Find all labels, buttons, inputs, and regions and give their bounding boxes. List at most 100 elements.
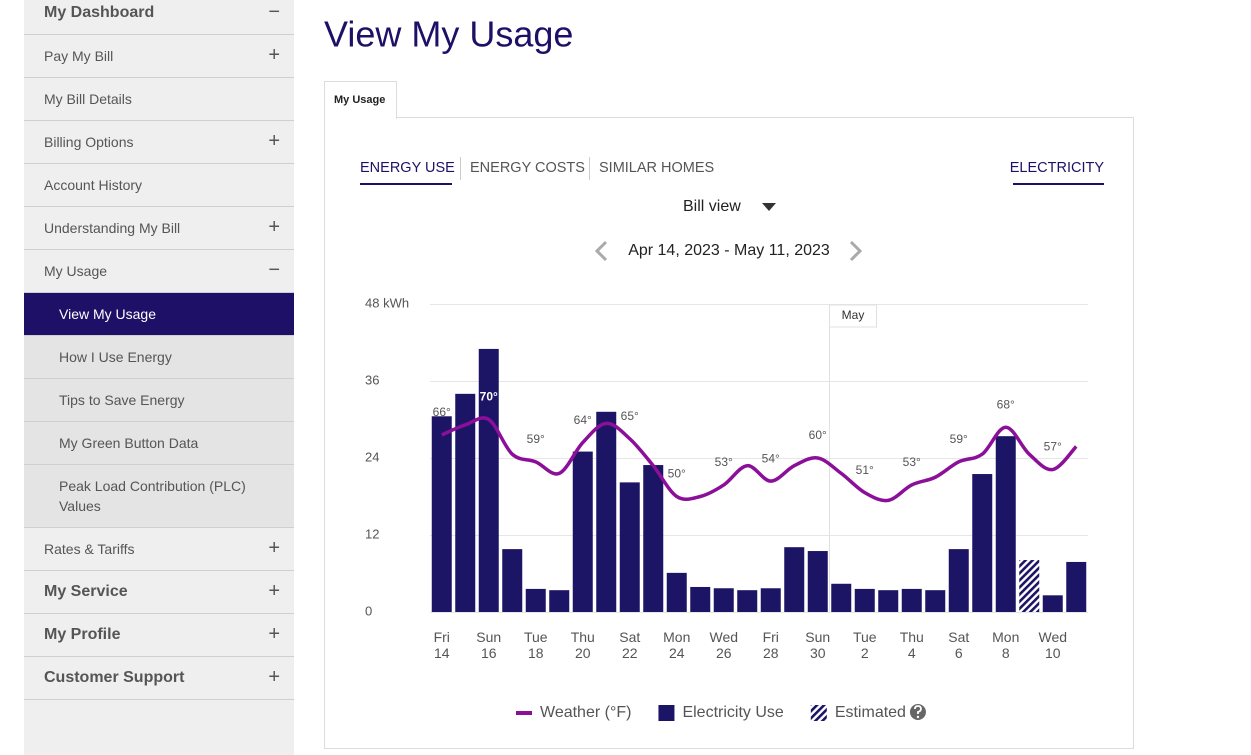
nav-label[interactable]: My Dashboard — [44, 4, 155, 21]
temperature-label: 50° — [668, 467, 686, 481]
temperature-label: 65° — [621, 409, 639, 423]
nav-item[interactable]: Billing Options + — [24, 121, 294, 164]
x-tick-label: Fri 28 — [762, 629, 779, 661]
x-tick-label: Wed 10 — [1038, 629, 1068, 661]
temperature-label: 59° — [950, 432, 968, 446]
nav-label[interactable]: Pay My Bill — [44, 48, 114, 64]
nav-label[interactable]: My Service — [44, 583, 128, 600]
temperature-label: 60° — [809, 428, 827, 442]
bar — [972, 474, 993, 612]
nav-item[interactable]: View My Usage — [24, 293, 294, 336]
nav-label[interactable]: View My Usage — [59, 306, 157, 322]
temperature-label: 70° — [480, 390, 498, 404]
nav-item[interactable]: My Green Button Data — [24, 422, 294, 465]
fuel-tab[interactable]: ELECTRICITY — [1010, 160, 1105, 176]
temperature-label: 59° — [527, 432, 545, 446]
nav-toggle[interactable]: + — [268, 44, 280, 66]
nav-item[interactable]: Peak Load Contribution (PLC) Values — [24, 465, 294, 528]
legend-swatch — [658, 705, 675, 721]
legend-label: Estimated — [835, 704, 906, 721]
bar — [666, 572, 687, 612]
x-tick-label: Fri 14 — [433, 629, 450, 661]
x-tick-label: Tue 18 — [523, 629, 548, 661]
dropdown-arrow[interactable] — [762, 203, 776, 211]
next-arrow[interactable] — [849, 240, 863, 262]
tab-join — [325, 112, 396, 120]
x-tick-label: Tue 2 — [852, 629, 877, 661]
nav-item[interactable]: My Dashboard − — [24, 0, 294, 35]
help-dot — [916, 715, 920, 719]
nav-label[interactable]: Account History — [44, 177, 143, 193]
date-range: Apr 14, 2023 - May 11, 2023 — [628, 242, 830, 259]
nav-item[interactable]: How I Use Energy — [24, 336, 294, 379]
tab-underline — [360, 183, 452, 185]
x-tick-label: Sat 6 — [948, 629, 970, 661]
nav-toggle[interactable]: − — [268, 259, 280, 281]
nav-toggle[interactable]: + — [268, 537, 280, 559]
nav-label[interactable]: Understanding My Bill — [44, 220, 181, 236]
bar — [713, 588, 734, 612]
nav-item[interactable]: My Profile + — [24, 614, 294, 657]
bar — [948, 549, 969, 612]
nav-toggle[interactable]: + — [268, 623, 280, 645]
nav-item[interactable]: Understanding My Bill + — [24, 207, 294, 250]
nav-item[interactable]: Tips to Save Energy — [24, 379, 294, 422]
nav-label[interactable]: Tips to Save Energy — [59, 392, 185, 408]
temperature-label: 51° — [856, 463, 874, 477]
nav-item[interactable]: My Service + — [24, 571, 294, 614]
usage-tab[interactable]: ENERGY USE — [360, 160, 455, 176]
tab-underline — [1013, 183, 1104, 185]
nav-toggle[interactable]: − — [268, 1, 280, 23]
nav-toggle[interactable]: + — [268, 130, 280, 152]
nav-label[interactable]: My Profile — [44, 626, 121, 643]
nav-label[interactable]: Rates & Tariffs — [44, 541, 135, 557]
temperature-label: 66° — [433, 405, 451, 419]
nav-toggle[interactable]: + — [268, 580, 280, 602]
temperature-label: 68° — [997, 397, 1015, 411]
nav-item[interactable]: Customer Support + — [24, 657, 294, 700]
bar — [431, 416, 452, 612]
nav-label[interactable]: My Bill Details — [44, 91, 132, 107]
legend-label: Electricity Use — [682, 704, 783, 721]
tab-label[interactable]: My Usage — [334, 94, 385, 106]
bar — [525, 588, 546, 612]
nav-toggle[interactable]: + — [268, 216, 280, 238]
nav-label[interactable]: How I Use Energy — [59, 349, 172, 365]
weather-line — [441, 416, 1078, 503]
bar — [784, 547, 805, 612]
bar — [854, 588, 875, 612]
nav-label[interactable]: My Usage — [44, 263, 108, 279]
nav-label[interactable]: My Green Button Data — [59, 435, 199, 451]
temperature-label: 53° — [715, 455, 733, 469]
nav-label[interactable]: Billing Options — [44, 134, 134, 150]
usage-tab[interactable]: SIMILAR HOMES — [599, 160, 714, 176]
legend-swatch — [810, 705, 827, 721]
nav-label[interactable]: Peak Load Contribution (PLC) Values — [59, 478, 246, 514]
bar — [1019, 560, 1040, 612]
nav-toggle[interactable]: + — [268, 666, 280, 688]
nav-item[interactable]: My Usage − — [24, 250, 294, 293]
nav-item[interactable]: Account History — [24, 164, 294, 207]
nav-item[interactable]: My Bill Details — [24, 78, 294, 121]
y-tick-label: 36 — [365, 372, 379, 387]
bar — [1042, 595, 1063, 612]
bar — [596, 411, 617, 612]
x-tick-label: Sat 22 — [619, 629, 641, 661]
bar — [878, 590, 899, 612]
temperature-label: 53° — [903, 455, 921, 469]
page-title: View My Usage — [324, 14, 573, 55]
prev-arrow[interactable] — [594, 240, 608, 262]
bar — [831, 583, 852, 612]
help-glyph — [914, 705, 922, 714]
view-select[interactable]: Bill view — [683, 198, 741, 215]
nav-label[interactable]: Customer Support — [44, 669, 185, 686]
bar — [502, 549, 523, 612]
usage-tab[interactable]: ENERGY COSTS — [470, 160, 585, 176]
nav-item[interactable]: Pay My Bill + — [24, 35, 294, 78]
nav-item[interactable]: Rates & Tariffs + — [24, 528, 294, 571]
bar — [690, 586, 711, 612]
bar — [619, 482, 640, 612]
bar — [455, 393, 476, 612]
y-tick-label: 12 — [365, 526, 379, 541]
